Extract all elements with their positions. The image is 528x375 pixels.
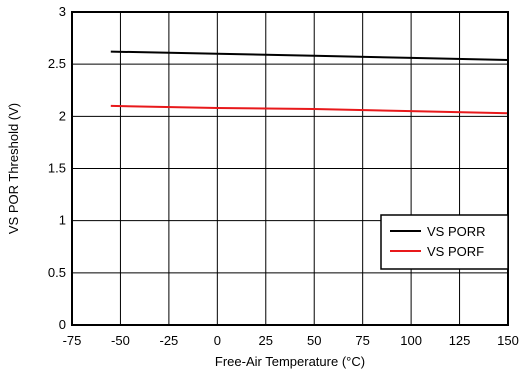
y-tick-labels: 0 0.5 1 1.5 2 2.5 3 [48,4,66,332]
x-axis-title: Free-Air Temperature (°C) [215,354,365,369]
x-tick-label: 50 [307,333,321,348]
x-tick-label: 75 [355,333,369,348]
x-tick-label: 125 [449,333,471,348]
y-tick-label: 3 [59,4,66,19]
y-tick-label: 2.5 [48,56,66,71]
series-lines [110,50,509,115]
x-tick-labels: -75 -50 -25 0 25 50 75 100 125 150 [63,333,519,348]
y-tick-label: 0.5 [48,265,66,280]
y-tick-label: 1.5 [48,161,66,176]
x-tick-label: -75 [63,333,82,348]
legend-label-vs-porf: VS PORF [427,244,484,259]
x-tick-label: 0 [214,333,221,348]
series-line-1 [110,104,509,115]
y-axis-title: VS POR Threshold (V) [6,103,21,234]
x-tick-label: -25 [159,333,178,348]
legend-box [380,214,509,270]
y-tick-label: 2 [59,108,66,123]
legend: VS PORR VS PORF [380,214,509,270]
plot-frame [71,11,509,326]
x-tick-label: 25 [259,333,273,348]
y-tick-label: 1 [59,213,66,228]
legend-label-vs-porr: VS PORR [427,224,486,239]
series-line-0 [110,50,509,61]
x-tick-label: -50 [111,333,130,348]
x-tick-label: 100 [400,333,422,348]
x-tick-label: 150 [497,333,519,348]
y-tick-label: 0 [59,317,66,332]
